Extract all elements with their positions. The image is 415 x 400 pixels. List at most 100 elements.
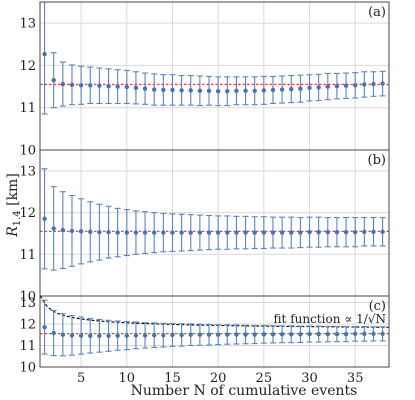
y-tick-label: 13	[19, 164, 36, 179]
data-point	[371, 331, 376, 337]
data-point	[142, 333, 148, 338]
data-point	[343, 229, 349, 235]
data-point	[298, 86, 303, 91]
data-point	[188, 88, 193, 93]
data-point	[115, 230, 120, 235]
data-point	[170, 230, 175, 235]
data-point	[380, 81, 385, 86]
data-point	[142, 230, 148, 235]
data-point	[225, 332, 230, 337]
y-tick-label: 11	[19, 339, 36, 354]
data-point	[215, 89, 221, 94]
data-point	[97, 229, 102, 235]
data-point	[51, 330, 56, 336]
panel-c: 10 11 12 13 (c)fit function ∝ 1/√N 5 10 15 20 25 3…	[19, 295, 390, 386]
data-point	[197, 230, 203, 235]
data-point	[334, 229, 340, 235]
x-tick-label: 5	[77, 371, 85, 386]
data-point	[133, 333, 139, 338]
data-point	[234, 230, 239, 235]
data-point	[343, 83, 349, 88]
data-point	[161, 87, 166, 93]
data-point	[152, 230, 157, 235]
data-point	[243, 230, 248, 235]
x-tick-label: 30	[301, 371, 318, 386]
data-point	[316, 331, 321, 337]
y-tick-label: 13	[19, 17, 36, 32]
data-point	[152, 87, 157, 92]
data-point	[197, 88, 203, 94]
data-point	[97, 333, 102, 339]
data-point	[197, 332, 203, 337]
y-tick-label: 13	[19, 296, 36, 311]
data-point	[380, 331, 385, 337]
data-point	[60, 227, 66, 233]
data-point	[352, 229, 358, 235]
data-point	[270, 87, 276, 93]
fit-curve	[39, 295, 390, 328]
data-point	[78, 333, 84, 338]
data-point	[334, 83, 340, 89]
data-point	[42, 216, 47, 222]
data-point	[133, 85, 139, 91]
y-tick-label: 10	[19, 144, 36, 159]
data-point	[252, 332, 257, 337]
y-tick-label: 10	[19, 290, 36, 305]
y-tick-label: 11	[19, 101, 36, 116]
data-point	[289, 86, 294, 92]
data-point	[352, 331, 358, 337]
y-tick-label: 10	[19, 361, 36, 376]
data-point	[362, 82, 367, 87]
data-point	[78, 83, 84, 88]
data-point	[60, 81, 66, 87]
data-point	[298, 332, 303, 337]
x-tick-label: 25	[256, 371, 273, 386]
data-point	[289, 230, 294, 235]
data-point	[42, 324, 47, 330]
data-point	[352, 83, 358, 88]
data-point	[206, 88, 212, 94]
y-tick-label: 11	[19, 248, 36, 263]
data-point	[325, 229, 330, 235]
data-point	[215, 332, 221, 337]
data-point	[133, 230, 139, 235]
data-point	[69, 333, 75, 338]
y-tick-label: 12	[19, 59, 36, 74]
data-point	[252, 230, 257, 235]
data-point	[179, 332, 184, 338]
x-tick-label: 35	[347, 371, 364, 386]
data-point	[307, 229, 312, 235]
panel-label: (b)	[368, 153, 386, 168]
y-axis-label: R1.4 [km]	[5, 173, 23, 238]
data-point	[88, 229, 93, 234]
data-point	[289, 332, 294, 337]
data-point	[179, 88, 184, 93]
y-tick-label: 12	[19, 317, 36, 332]
data-point	[261, 230, 267, 235]
data-point	[179, 230, 184, 235]
data-point	[325, 84, 330, 89]
data-point	[188, 230, 193, 235]
data-point	[307, 85, 312, 91]
panel-label: (a)	[368, 5, 386, 20]
data-point	[60, 332, 66, 337]
data-point	[106, 83, 111, 89]
data-point	[362, 229, 367, 234]
data-point	[243, 332, 248, 337]
data-point	[78, 229, 84, 234]
data-point	[362, 331, 367, 337]
data-point	[380, 229, 385, 234]
x-tick-label: 20	[210, 371, 227, 386]
x-tick-label: 10	[119, 371, 136, 386]
data-point	[270, 332, 276, 337]
data-point	[88, 333, 93, 339]
data-point	[234, 332, 239, 337]
data-point	[215, 230, 221, 235]
data-point	[371, 81, 376, 87]
data-point	[261, 332, 267, 337]
data-point	[279, 332, 285, 337]
data-point	[124, 230, 129, 235]
fit-annotation: fit function ∝ 1/√N	[274, 312, 386, 326]
data-point	[188, 332, 193, 337]
